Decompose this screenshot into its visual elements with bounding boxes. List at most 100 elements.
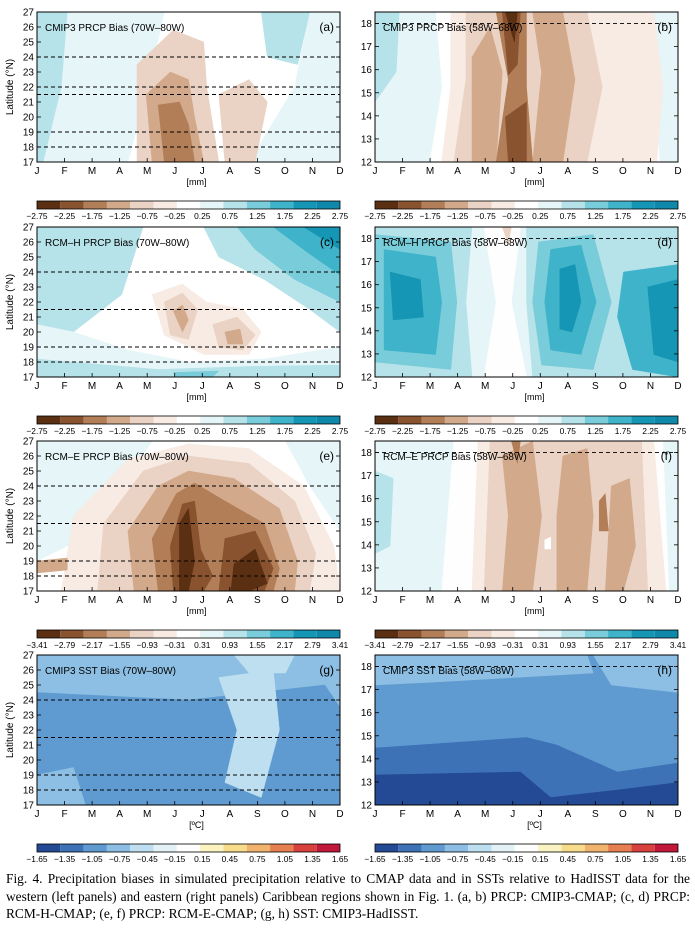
contour-region: [647, 279, 678, 363]
colorbar-swatch: [561, 844, 585, 852]
contour-region: [37, 324, 340, 377]
x-tick-label: M: [88, 166, 96, 177]
colorbar-tick-label: −0.93: [137, 640, 159, 650]
x-tick-label: A: [454, 166, 461, 177]
colorbar-swatch: [153, 630, 177, 638]
colorbar-tick-label: 1.25: [249, 426, 266, 436]
colorbar-swatch: [375, 201, 399, 209]
colorbar-swatch: [130, 201, 154, 209]
x-axis-label: [mm]: [525, 606, 545, 616]
colorbar-tick-label: −1.25: [109, 426, 131, 436]
contour-region: [389, 271, 424, 321]
colorbar-swatch: [270, 416, 294, 424]
y-tick-label: 13: [361, 777, 373, 788]
colorbar-swatch: [654, 844, 678, 852]
panel-label: (d): [657, 235, 672, 249]
x-tick-label: D: [336, 381, 343, 392]
colorbar-swatch: [631, 201, 655, 209]
colorbar-swatch: [223, 201, 247, 209]
colorbar-swatch: [491, 844, 515, 852]
x-tick-label: F: [399, 381, 405, 392]
plot-frame: [374, 654, 679, 806]
colorbar-swatch: [83, 844, 107, 852]
x-tick-label: A: [454, 595, 461, 606]
colorbar-swatch: [654, 201, 678, 209]
colorbar-tick-label: 0.75: [222, 426, 239, 436]
x-tick-label: J: [172, 381, 177, 392]
contour-region: [37, 227, 144, 333]
colorbar-swatch: [200, 201, 224, 209]
colorbar-tick-label: 0.25: [532, 426, 549, 436]
colorbar-tick-label: 2.25: [642, 211, 659, 221]
colorbar-tick-label: −1.25: [109, 211, 131, 221]
x-tick-label: J: [510, 595, 515, 606]
colorbar-tick-label: −0.75: [475, 426, 497, 436]
y-tick-label: 18: [23, 143, 35, 154]
colorbar-swatch: [60, 201, 84, 209]
colorbar-tick-label: −1.65: [26, 854, 48, 864]
colorbar-tick-label: 2.75: [332, 211, 349, 221]
colorbar-swatch: [421, 630, 445, 638]
colorbar-tick-label: −0.15: [502, 854, 524, 864]
y-tick-label: 25: [23, 253, 35, 264]
y-axis-label: Latitude (°N): [5, 702, 16, 758]
x-tick-label: A: [116, 166, 123, 177]
x-tick-label: F: [61, 381, 67, 392]
x-tick-label: A: [564, 381, 571, 392]
x-tick-label: J: [510, 381, 515, 392]
colorbar-tick-label: 1.05: [615, 854, 632, 864]
colorbar-swatch: [398, 844, 422, 852]
x-tick-label: J: [373, 809, 378, 820]
y-tick-label: 17: [361, 257, 373, 268]
contour-region: [260, 12, 310, 65]
contour-region: [375, 12, 400, 103]
colorbar-swatch: [60, 630, 84, 638]
colorbar-tick-label: 0.75: [560, 211, 577, 221]
x-tick-label: M: [88, 381, 96, 392]
panel-a: 17 18 19 20 21 22 23 24 25 26 27 Latitude (°N) J F M A M…: [5, 8, 348, 222]
colorbar-tick-label: −1.75: [81, 211, 103, 221]
colorbar-tick-label: −0.75: [475, 211, 497, 221]
x-tick-label: M: [426, 595, 434, 606]
contour-region: [556, 448, 594, 591]
x-tick-label: A: [564, 595, 571, 606]
colorbar-frame: [374, 200, 679, 210]
y-tick-label: 12: [361, 587, 373, 598]
x-tick-label: A: [226, 166, 233, 177]
contour-region: [172, 304, 189, 333]
y-tick-label: 26: [23, 238, 35, 249]
colorbar-swatch: [608, 416, 632, 424]
x-tick-label: M: [143, 381, 151, 392]
colorbar-swatch: [584, 201, 609, 209]
y-tick-label: 18: [361, 448, 373, 459]
x-tick-label: O: [281, 809, 289, 820]
y-tick-label: 12: [361, 801, 373, 812]
x-tick-label: J: [373, 595, 378, 606]
y-tick-label: 12: [361, 373, 373, 384]
y-tick-label: 16: [361, 65, 373, 76]
colorbar-swatch: [37, 416, 61, 424]
colorbar-tick-label: 3.41: [332, 640, 349, 650]
colorbar-swatch: [468, 416, 492, 424]
contour-fills: [37, 227, 340, 377]
colorbar-swatch: [398, 201, 422, 209]
colorbar-swatch: [270, 630, 294, 638]
colorbar-tick-label: 0.45: [560, 854, 577, 864]
colorbar-swatch: [293, 416, 317, 424]
x-tick-label: S: [254, 595, 261, 606]
colorbar-tick-label: 2.75: [332, 426, 349, 436]
y-tick-label: 21: [23, 527, 35, 538]
x-tick-label: F: [61, 809, 67, 820]
x-tick-label: O: [281, 381, 289, 392]
panel-label: (c): [320, 235, 334, 249]
colorbar-tick-label: −0.75: [447, 854, 469, 864]
x-tick-label: D: [674, 809, 681, 820]
y-tick-label: 19: [23, 343, 35, 354]
y-tick-label: 22: [23, 726, 35, 737]
y-tick-label: 18: [23, 786, 35, 797]
contour-region: [471, 26, 503, 162]
colorbar-swatch: [491, 201, 515, 209]
x-tick-label: A: [226, 381, 233, 392]
x-tick-label: J: [35, 166, 40, 177]
colorbar-swatch: [514, 201, 539, 209]
